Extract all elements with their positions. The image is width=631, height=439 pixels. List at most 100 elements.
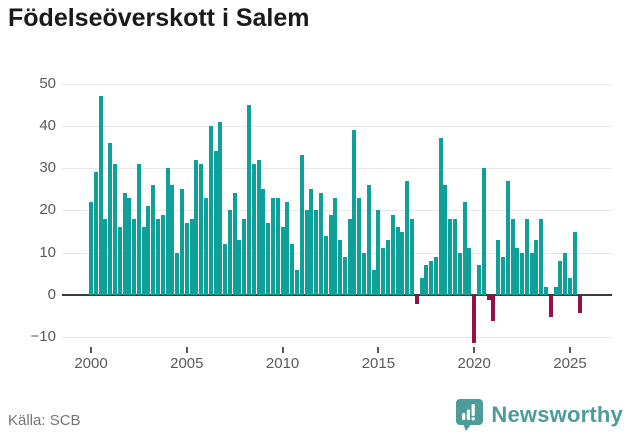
- bar-2021Q3: [500, 256, 505, 295]
- bar-2004Q3: [175, 252, 180, 295]
- bar-2004Q1: [165, 168, 170, 295]
- x-axis-line: [62, 294, 612, 296]
- newsworthy-logo-icon: [455, 398, 484, 431]
- bar-2013Q1: [338, 240, 343, 295]
- bar-2001Q3: [117, 227, 122, 295]
- bar-2011Q1: [299, 155, 304, 295]
- bar-2017Q4: [429, 261, 434, 295]
- bar-2012Q4: [333, 197, 338, 295]
- bar-2006Q1: [203, 197, 208, 295]
- bar-2014Q4: [371, 269, 376, 295]
- bar-2007Q4: [237, 240, 242, 295]
- y-tick-label: 20: [39, 201, 56, 219]
- bar-2004Q4: [180, 189, 184, 295]
- x-tick-mark: [569, 347, 571, 353]
- bar-2019Q1: [453, 218, 458, 295]
- bar-2020Q3: [481, 168, 486, 295]
- y-tick-label: 40: [39, 116, 56, 134]
- bar-2009Q2: [266, 223, 271, 295]
- bar-2015Q2: [381, 248, 386, 295]
- bar-2002Q2: [132, 218, 137, 295]
- bar-2010Q2: [285, 201, 290, 295]
- bar-2012Q1: [318, 193, 323, 295]
- bar-2018Q4: [448, 218, 453, 295]
- bar-2013Q2: [342, 256, 347, 295]
- bar-2023Q3: [539, 218, 544, 295]
- bar-2005Q3: [194, 159, 199, 295]
- bar-2008Q4: [256, 159, 261, 295]
- x-tick-mark: [90, 347, 92, 353]
- bar-2021Q1: [491, 296, 496, 322]
- bar-2000Q4: [103, 218, 108, 295]
- x-tick-label: 2000: [74, 355, 108, 372]
- bar-2008Q1: [242, 218, 247, 295]
- bar-2015Q3: [385, 240, 390, 295]
- bar-2017Q3: [424, 265, 429, 295]
- y-tick-label: 10: [39, 243, 56, 261]
- bar-2010Q3: [290, 244, 295, 295]
- bar-2001Q2: [112, 163, 117, 295]
- bar-2022Q1: [510, 218, 515, 295]
- bar-2003Q2: [151, 185, 156, 295]
- x-tick-mark: [473, 347, 476, 353]
- bar-2003Q4: [160, 214, 165, 295]
- bar-2019Q3: [462, 201, 467, 295]
- bar-2007Q2: [227, 210, 232, 295]
- bar-2000Q3: [98, 96, 103, 295]
- gridline: [62, 125, 612, 127]
- x-tick-label: 2020: [457, 355, 491, 372]
- bar-2001Q4: [122, 193, 127, 295]
- bar-2016Q2: [400, 231, 405, 295]
- bar-2017Q2: [419, 278, 424, 295]
- bar-2023Q4: [544, 286, 549, 295]
- bar-2005Q1: [184, 223, 189, 295]
- gridline: [62, 83, 612, 85]
- bar-2025Q2: [572, 231, 577, 295]
- bar-2014Q1: [357, 197, 362, 295]
- bar-2010Q4: [294, 269, 299, 295]
- y-tick-label: 0: [47, 286, 56, 303]
- bar-2011Q4: [314, 210, 319, 295]
- bar-2015Q4: [390, 214, 395, 295]
- bar-2003Q3: [156, 218, 161, 295]
- x-tick-mark: [281, 347, 284, 353]
- bar-2008Q2: [247, 104, 252, 295]
- bar-2006Q4: [218, 121, 223, 295]
- bar-2000Q1: [89, 201, 93, 295]
- bar-2024Q3: [558, 261, 563, 295]
- gridline: [62, 337, 612, 339]
- bar-2009Q4: [275, 197, 280, 295]
- bar-2020Q2: [476, 265, 481, 295]
- bar-2017Q1: [414, 296, 419, 305]
- bar-2018Q3: [443, 185, 448, 295]
- x-tick-mark: [185, 347, 188, 353]
- bar-2024Q4: [563, 252, 568, 295]
- bar-2012Q3: [328, 214, 333, 295]
- bar-2022Q4: [524, 218, 529, 295]
- bar-2020Q1: [472, 296, 477, 343]
- bar-2019Q2: [457, 252, 462, 295]
- bar-2013Q3: [347, 218, 352, 295]
- bar-2001Q1: [108, 142, 113, 295]
- bar-2002Q1: [127, 197, 132, 295]
- y-tick-label: 50: [39, 74, 56, 92]
- bar-2019Q4: [467, 248, 472, 295]
- bar-2007Q1: [223, 244, 228, 295]
- bar-2012Q2: [323, 235, 328, 295]
- bar-2014Q3: [366, 185, 371, 295]
- bar-2010Q1: [280, 227, 285, 295]
- x-tick-mark: [377, 347, 380, 353]
- x-tick-label: 2010: [265, 355, 300, 372]
- bar-2024Q1: [548, 296, 553, 318]
- y-tick-label: −10: [30, 328, 56, 346]
- bar-2003Q1: [146, 206, 151, 295]
- y-tick-label: 30: [39, 159, 56, 177]
- bar-2008Q3: [251, 163, 256, 295]
- bar-2013Q4: [352, 130, 357, 295]
- bar-2006Q3: [213, 151, 218, 295]
- chart-title: Födelseöverskott i Salem: [8, 4, 310, 32]
- bar-2016Q1: [395, 227, 400, 295]
- source-caption: Källa: SCB: [8, 412, 81, 429]
- bar-2004Q2: [170, 185, 175, 295]
